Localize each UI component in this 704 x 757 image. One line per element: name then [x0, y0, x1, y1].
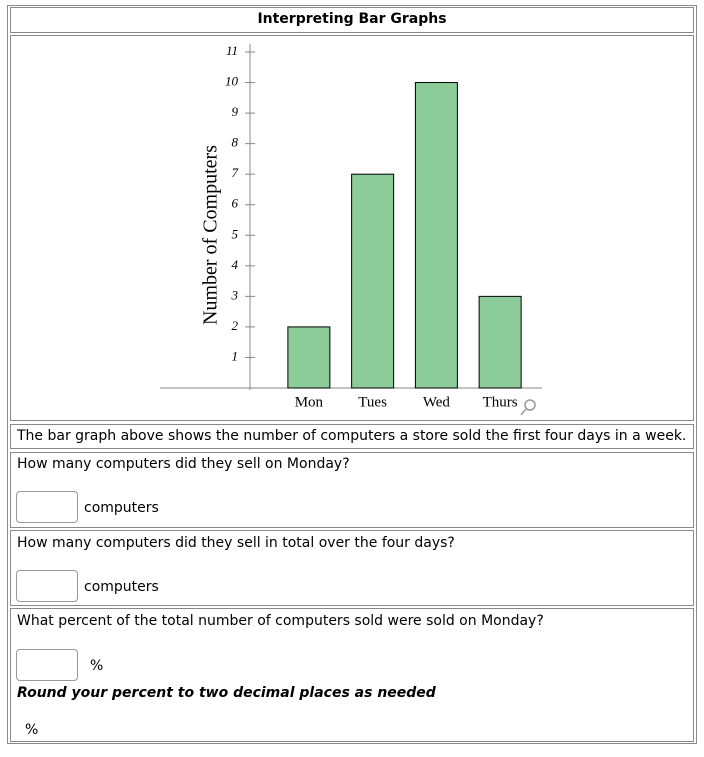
x-tick-label: Mon [295, 394, 324, 410]
question-row [10, 452, 694, 528]
y-tick-label: 4 [232, 257, 239, 272]
x-tick-label: Wed [423, 394, 451, 410]
bar [351, 173, 395, 389]
y-tick-label: 10 [225, 74, 239, 89]
x-tick-label: Thurs [483, 394, 518, 410]
y-tick-label: 7 [232, 165, 239, 180]
y-tick-label: 6 [232, 196, 239, 211]
y-tick-label: 3 [231, 287, 239, 302]
x-tick-label: Tues [358, 394, 387, 410]
y-tick-label: 5 [232, 226, 239, 241]
question-row [10, 608, 694, 742]
question: What percent of the total number of comp… [17, 613, 544, 629]
footer-unit: % [25, 722, 39, 738]
zoom-icon[interactable] [520, 399, 536, 416]
question: How many computers did they sell in tota… [17, 535, 455, 551]
answer-input[interactable] [16, 649, 78, 681]
outer-frame [7, 5, 697, 744]
title: Interpreting Bar Graphs [257, 11, 447, 27]
y-axis-label: Number of Computers [200, 145, 222, 325]
bar [478, 295, 522, 389]
answer-input[interactable] [16, 570, 78, 602]
bar [287, 326, 331, 389]
description-row [10, 424, 694, 449]
unit: computers [84, 579, 159, 595]
answer-input[interactable] [16, 491, 78, 523]
y-tick-label: 8 [232, 135, 239, 150]
question-row [10, 530, 694, 606]
hint: Round your percent to two decimal places… [17, 685, 436, 701]
y-tick-label: 2 [232, 318, 239, 333]
question: How many computers did they sell on Mond… [17, 456, 350, 472]
y-tick-label: 11 [226, 43, 238, 58]
y-tick-label: 1 [232, 348, 239, 363]
chart: Number of Computers 1 2 3 4 5 6 7 8 9 10 11 Mon Tues… [160, 43, 542, 416]
unit: computers [84, 500, 159, 516]
y-tick-label: 9 [232, 104, 239, 119]
title-row [10, 7, 694, 33]
bar [414, 82, 458, 389]
chart-row [10, 35, 694, 421]
description: The bar graph above shows the number of … [17, 428, 687, 444]
unit: % [90, 658, 104, 674]
